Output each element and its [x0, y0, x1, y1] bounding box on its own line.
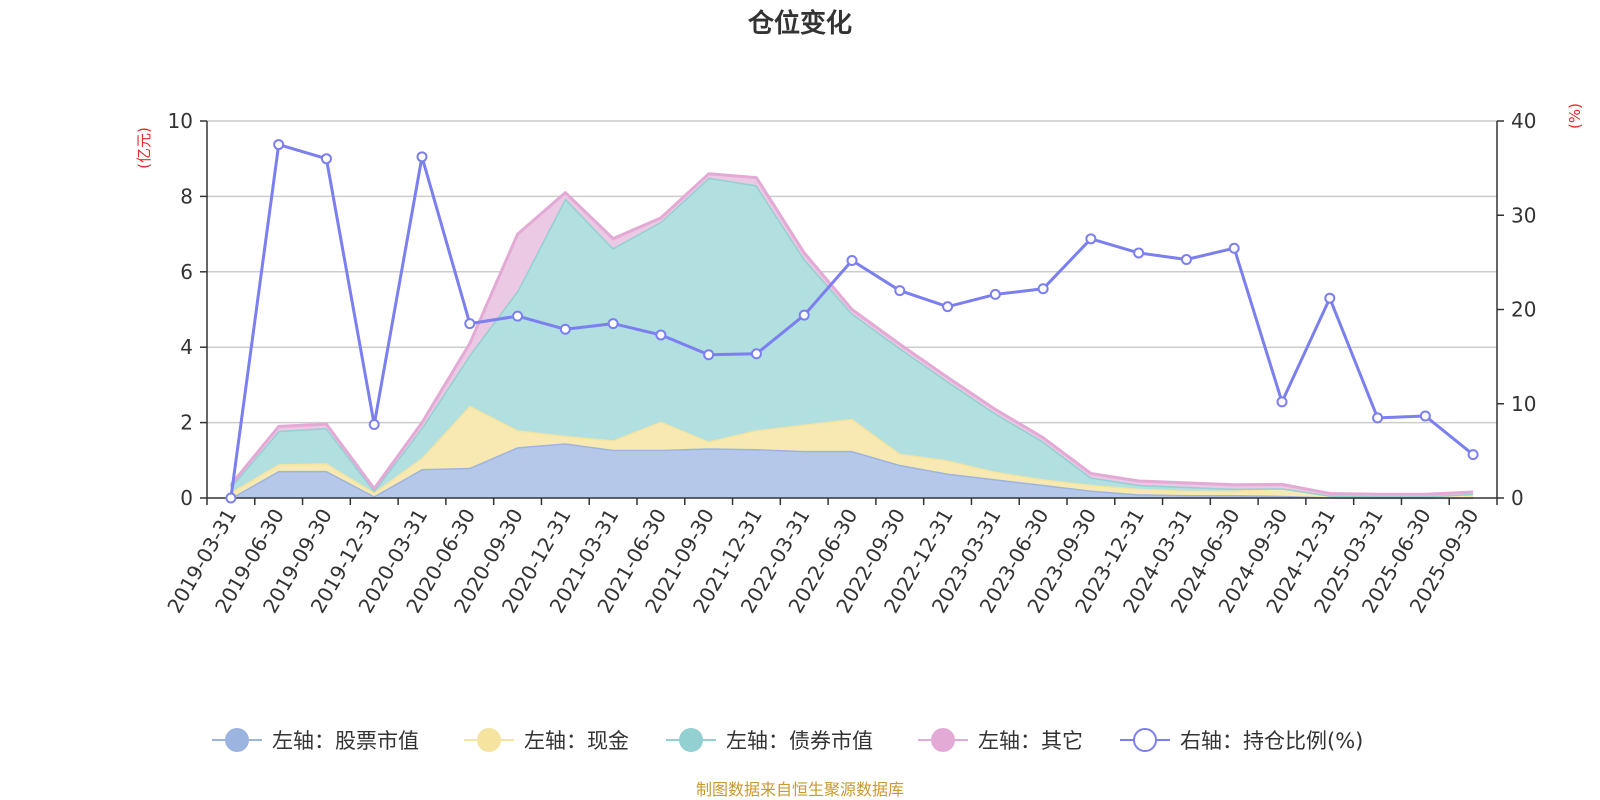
ratio-point — [1324, 292, 1336, 304]
ratio-point — [225, 492, 237, 504]
ratio-point — [894, 285, 906, 297]
left-axis-tick-label: 6 — [180, 260, 193, 284]
left-axis-unit: (亿元) — [135, 127, 153, 169]
right-axis-unit: (%) — [1566, 103, 1584, 129]
left-axis-tick-label: 4 — [180, 335, 193, 359]
legend-label: 左轴：其它 — [978, 729, 1083, 753]
ratio-point — [464, 318, 476, 330]
ratio-point — [750, 348, 762, 360]
legend-marker — [931, 728, 955, 752]
legend-label: 左轴：现金 — [524, 729, 629, 753]
ratio-point — [1133, 247, 1145, 259]
ratio-point — [416, 151, 428, 163]
ratio-point — [368, 418, 380, 430]
ratio-point — [1372, 412, 1384, 424]
legend-item-3: 左轴：债券市值 — [666, 728, 873, 753]
right-axis-tick-label: 10 — [1511, 392, 1536, 416]
ratio-point — [559, 323, 571, 335]
area-series-1 — [230, 443, 1474, 498]
left-axis-tick-label: 10 — [168, 109, 193, 133]
legend-item-1: 左轴：股票市值 — [212, 728, 419, 753]
ratio-point — [607, 318, 619, 330]
ratio-point — [1467, 449, 1479, 461]
left-axis-tick-label: 2 — [180, 411, 193, 435]
legend-item-5: 右轴：持仓比例(%) — [1120, 728, 1363, 753]
ratio-point — [798, 309, 810, 321]
area-series-2 — [230, 405, 1474, 498]
ratio-point — [1276, 396, 1288, 408]
left-axis-tick-label: 0 — [180, 486, 193, 510]
legend: 左轴：股票市值 左轴：现金 左轴：债券市值 左轴：其它 右轴：持仓比例(%) — [212, 728, 1363, 753]
ratio-line-layer — [225, 139, 1479, 504]
data-source-note: 制图数据来自恒生聚源数据库 — [696, 780, 904, 799]
left-axis-tick-label: 8 — [180, 184, 193, 208]
ratio-point — [1085, 233, 1097, 245]
ratio-point — [320, 153, 332, 165]
ratio-point — [273, 139, 285, 151]
legend-marker — [679, 728, 703, 752]
ratio-point — [655, 329, 667, 341]
ratio-point — [1419, 410, 1431, 422]
ratio-point — [703, 349, 715, 361]
legend-label: 右轴：持仓比例(%) — [1180, 729, 1363, 753]
legend-marker — [1133, 728, 1157, 752]
ratio-point — [989, 288, 1001, 300]
right-axis-tick-label: 20 — [1511, 298, 1536, 322]
legend-label: 左轴：股票市值 — [272, 729, 419, 753]
area-series-3 — [230, 177, 1474, 497]
chart-title: 仓位变化 — [747, 8, 852, 39]
ratio-point — [1180, 254, 1192, 266]
area-series-4-edge — [229, 172, 1474, 496]
legend-item-4: 左轴：其它 — [918, 728, 1083, 753]
legend-label: 左轴：债券市值 — [726, 729, 873, 753]
ratio-point — [1037, 283, 1049, 295]
legend-item-2: 左轴：现金 — [464, 728, 629, 753]
right-axis-tick-label: 30 — [1511, 203, 1536, 227]
ratio-point — [942, 301, 954, 313]
stacked-areas — [229, 172, 1474, 500]
ratio-point — [512, 310, 524, 322]
legend-marker — [225, 728, 249, 752]
legend-marker — [477, 728, 501, 752]
right-axis-tick-label: 40 — [1511, 109, 1536, 133]
ratio-point — [1228, 242, 1240, 254]
grid-lines — [207, 120, 1497, 424]
right-axis-tick-label: 0 — [1511, 486, 1524, 510]
ratio-point — [846, 254, 858, 266]
